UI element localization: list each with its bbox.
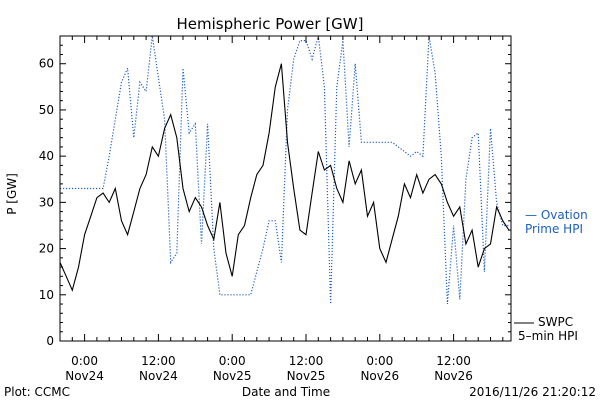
- plot-timestamp: 2016/11/26 21:20:12: [469, 385, 596, 399]
- x-tick-date-4: Nov26: [360, 369, 399, 383]
- x-tick-date-3: Nov25: [287, 369, 326, 383]
- y-tick-label-10: 10: [39, 288, 54, 302]
- y-tick-label-0: 0: [46, 334, 54, 348]
- legend-ovation-line1: — Ovation: [525, 208, 588, 222]
- x-tick-time-2: 0:00: [219, 354, 246, 368]
- x-tick-date-5: Nov26: [434, 369, 473, 383]
- x-tick-time-1: 12:00: [141, 354, 176, 368]
- legend-swpc-line2: 5–min HPI: [518, 329, 578, 343]
- y-axis-label: P [GW]: [5, 173, 19, 215]
- y-axis: 0 10 20 30 40 50 60: [39, 35, 511, 348]
- x-tick-time-4: 0:00: [366, 354, 393, 368]
- x-tick-date-0: Nov24: [65, 369, 104, 383]
- x-axis: 0:00Nov2412:00Nov240:00Nov2512:00Nov250:…: [59, 36, 504, 383]
- x-tick-date-2: Nov25: [213, 369, 252, 383]
- x-tick-time-5: 12:00: [436, 354, 471, 368]
- plot-series: [59, 35, 510, 305]
- y-tick-label-60: 60: [39, 57, 54, 71]
- series-line-swpc-5-min-hpi: [59, 63, 510, 292]
- plot-frame: [59, 35, 512, 342]
- x-tick-date-1: Nov24: [139, 369, 178, 383]
- legend-swpc-line1: SWPC: [538, 315, 573, 329]
- plot-credit: Plot: CCMC: [4, 385, 70, 399]
- x-axis-label: Date and Time: [242, 385, 330, 399]
- y-tick-label-30: 30: [39, 195, 54, 209]
- chart-title: Hemispheric Power [GW]: [177, 15, 364, 33]
- y-tick-label-20: 20: [39, 242, 54, 256]
- legend: — Ovation Prime HPI SWPC 5–min HPI: [514, 208, 588, 343]
- y-tick-label-50: 50: [39, 103, 54, 117]
- legend-ovation-line2: Prime HPI: [525, 222, 583, 236]
- y-tick-label-40: 40: [39, 149, 54, 163]
- x-tick-time-0: 0:00: [71, 354, 98, 368]
- x-tick-time-3: 12:00: [289, 354, 324, 368]
- series-line-ovation-prime-hpi: [60, 35, 509, 305]
